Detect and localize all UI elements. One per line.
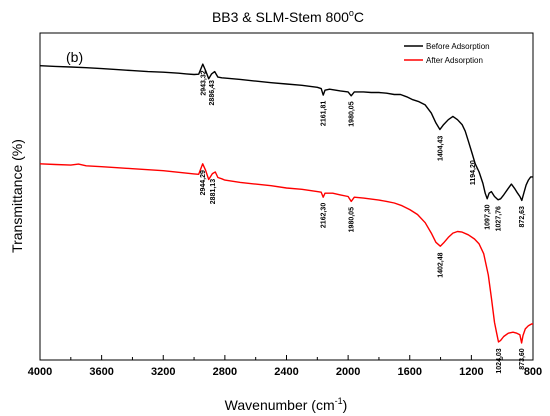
peak-label: 1404,43 [437,136,444,161]
chart-title: BB3 & SLM-Stem 800oC [212,8,364,25]
legend: Before Adsorption After Adsorption [404,42,490,65]
peak-label: 1194,20 [470,160,477,185]
peak-label: 1980,05 [349,101,356,126]
peak-annotations: 2943,32 2886,43 2161,81 1980,05 1404,43 1194,… [200,70,526,373]
series-line-after-adsorption [39,163,533,344]
peak-label: 872,63 [519,206,526,228]
peak-label: 2162,30 [321,203,328,228]
series-layer [39,63,533,344]
x-tick-label: 3200 [151,366,175,378]
peak-label: 1027,76 [496,206,503,231]
peak-label: 1402,48 [438,252,445,277]
legend-label-before: Before Adsorption [426,42,490,51]
x-tick-label: 800 [524,366,542,378]
x-tick-label: 4000 [28,366,52,378]
x-tick-label: 2400 [274,366,298,378]
peak-label: 1024,03 [496,348,503,373]
peak-label: 1980,05 [349,207,356,232]
x-tick-label: 3600 [89,366,113,378]
y-axis-label: Transmittance (%) [9,139,25,253]
x-tick-label: 2000 [336,366,360,378]
x-axis-label: Wavenumber (cm-1) [225,396,348,413]
peak-label: 2161,81 [321,101,328,126]
x-tick-label: 1200 [459,366,483,378]
peak-label: 1097,30 [485,204,492,229]
x-tick-label: 1600 [398,366,422,378]
peak-label: 2943,32 [200,70,207,95]
panel-label: (b) [66,49,83,65]
peak-label: 873,60 [519,348,526,370]
series-line-before-adsorption [39,63,533,202]
legend-label-after: After Adsorption [426,56,483,65]
x-tick-label: 2800 [213,366,237,378]
x-axis: 4000 3600 3200 2800 2400 2000 1600 1200 800 [28,355,542,378]
peak-label: 2886,43 [209,80,216,105]
plot-frame [39,32,534,361]
peak-label: 2881,13 [210,179,217,204]
peak-label: 2944,29 [200,170,207,195]
